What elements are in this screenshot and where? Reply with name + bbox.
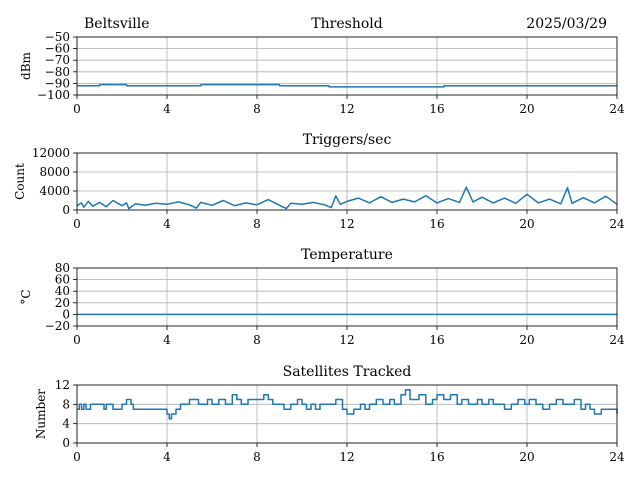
y-tick-label: 0 bbox=[62, 436, 70, 450]
x-tick-label: 12 bbox=[339, 450, 354, 464]
x-tick-label: 12 bbox=[339, 333, 354, 347]
x-tick-label: 4 bbox=[163, 450, 171, 464]
x-tick-label: 20 bbox=[519, 217, 534, 231]
date-label: 2025/03/29 bbox=[526, 16, 607, 32]
x-tick-label: 0 bbox=[73, 217, 81, 231]
x-tick-label: 16 bbox=[429, 333, 444, 347]
x-tick-label: 12 bbox=[339, 102, 354, 116]
y-tick-label: −90 bbox=[45, 76, 70, 90]
y-tick-label: 80 bbox=[55, 261, 70, 275]
y-tick-label: −70 bbox=[45, 53, 70, 67]
x-tick-label: 0 bbox=[73, 102, 81, 116]
x-tick-label: 8 bbox=[253, 450, 261, 464]
series-line bbox=[76, 186, 618, 210]
x-tick-label: 4 bbox=[163, 217, 171, 231]
y-tick-label: −60 bbox=[45, 42, 70, 56]
y-tick-label: 0 bbox=[62, 307, 70, 321]
x-tick-label: 24 bbox=[609, 217, 625, 231]
x-tick-label: 16 bbox=[429, 217, 444, 231]
x-tick-label: 4 bbox=[163, 333, 171, 347]
y-tick-label: −80 bbox=[45, 65, 70, 79]
y-tick-label: −20 bbox=[45, 319, 70, 333]
chart-title: Threshold bbox=[311, 16, 382, 32]
panels: 0 4 8 12 16 20 24 −100−90−80−70−60−50 Threshold d… bbox=[13, 16, 625, 464]
x-tick-label: 24 bbox=[609, 102, 625, 116]
x-tick-label: 8 bbox=[253, 102, 261, 116]
x-tick-label: 20 bbox=[519, 102, 534, 116]
y-tick-label: 0 bbox=[62, 203, 70, 217]
y-tick-label: 60 bbox=[55, 273, 70, 287]
y-axis-label: dBm bbox=[19, 51, 33, 80]
y-tick-label: −100 bbox=[37, 88, 70, 102]
x-tick-label: 8 bbox=[253, 333, 261, 347]
x-tick-label: 0 bbox=[73, 333, 81, 347]
y-tick-label: 40 bbox=[55, 284, 70, 298]
x-tick-label: 0 bbox=[73, 450, 81, 464]
x-tick-label: 16 bbox=[429, 102, 444, 116]
x-tick-label: 24 bbox=[609, 450, 625, 464]
y-tick-label: 8 bbox=[62, 397, 70, 411]
x-tick-label: 20 bbox=[519, 450, 534, 464]
x-tick-label: 24 bbox=[609, 333, 625, 347]
panel-1: 0 4 8 12 16 20 24 −100−90−80−70−60−50 Threshold d… bbox=[19, 16, 625, 116]
series-line bbox=[77, 389, 618, 420]
y-tick-label: 4 bbox=[62, 417, 70, 431]
y-tick-label: 12000 bbox=[32, 146, 70, 160]
y-tick-label: 4000 bbox=[39, 184, 70, 198]
y-tick-label: −50 bbox=[45, 30, 70, 44]
y-axis-label: Number bbox=[34, 389, 48, 439]
y-tick-label: 20 bbox=[55, 296, 70, 310]
x-tick-label: 16 bbox=[429, 450, 444, 464]
y-tick-label: 8000 bbox=[39, 165, 70, 179]
y-axis-label: Count bbox=[13, 163, 27, 200]
x-tick-label: 12 bbox=[339, 217, 354, 231]
chart-title: Temperature bbox=[301, 247, 393, 263]
chart-title: Triggers/sec bbox=[303, 132, 392, 148]
panel-4: 0 4 8 12 16 20 24 0 4 8 12 Satellites Tracked Number bbox=[34, 364, 625, 464]
x-tick-label: 8 bbox=[253, 217, 261, 231]
chart-title: Satellites Tracked bbox=[283, 364, 412, 380]
series-line bbox=[77, 83, 617, 88]
x-tick-label: 4 bbox=[163, 102, 171, 116]
panel-2: 0 4 8 12 16 20 24 0 4000 8000 12000 Triggers/sec Cou… bbox=[13, 132, 625, 231]
y-axis-label: °C bbox=[19, 289, 33, 304]
station-name: Beltsville bbox=[84, 16, 150, 32]
y-tick-label: 12 bbox=[55, 378, 70, 392]
x-tick-label: 20 bbox=[519, 333, 534, 347]
